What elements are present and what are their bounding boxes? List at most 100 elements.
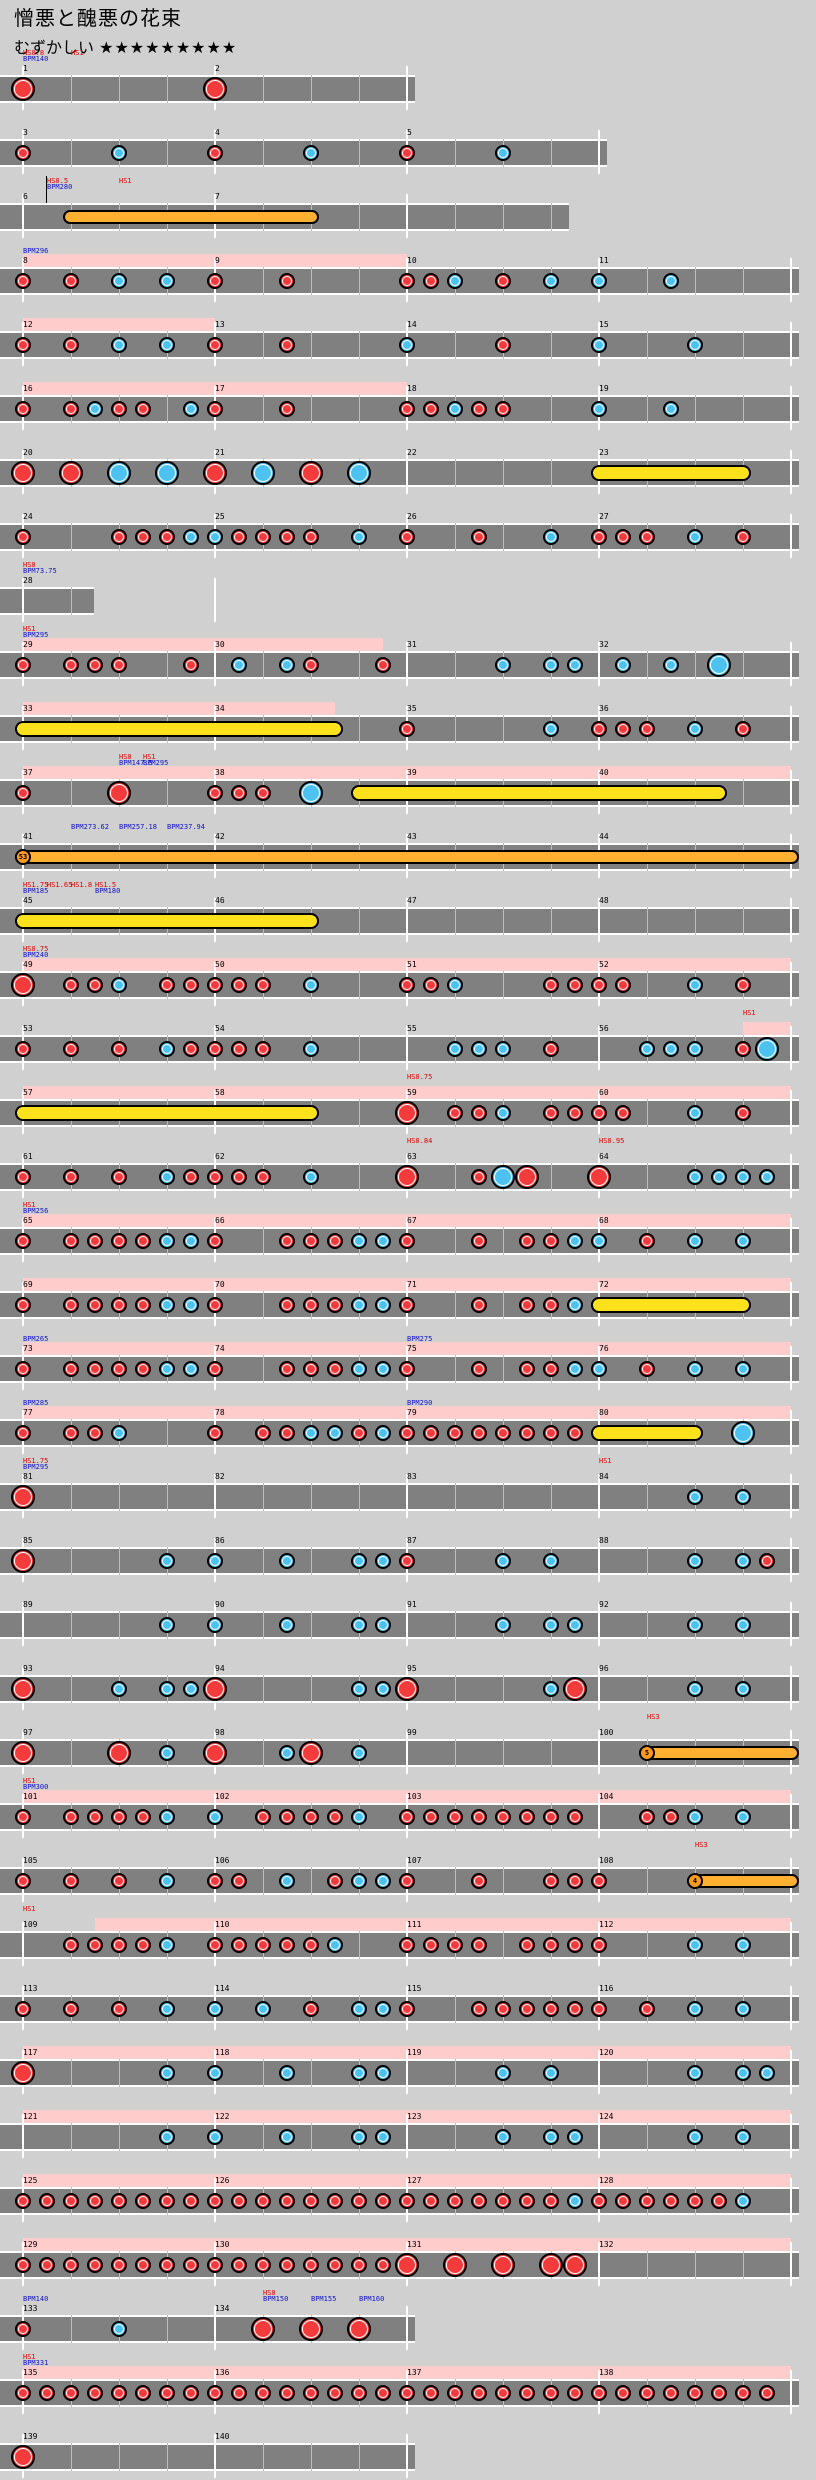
beat-line <box>455 331 456 359</box>
don-note <box>87 977 103 993</box>
beat-line <box>167 1483 168 1511</box>
scroll-speed-label: HS1 <box>23 1777 36 1785</box>
beat-line <box>455 1995 456 2023</box>
don-note <box>255 2193 271 2209</box>
beat-line <box>647 1547 648 1575</box>
beat-line <box>311 1483 312 1511</box>
measure-number: 56 <box>599 1024 609 1033</box>
don-note <box>471 529 487 545</box>
ka-note <box>303 145 319 161</box>
measure-number: 140 <box>215 2432 230 2441</box>
ka-note <box>111 273 127 289</box>
ka-note <box>159 1681 175 1697</box>
ka-note <box>759 2065 775 2081</box>
note-lane <box>0 1611 799 1639</box>
don-note <box>63 1425 79 1441</box>
don-note <box>15 657 31 673</box>
don-note <box>399 1937 415 1953</box>
ka-note <box>327 1425 343 1441</box>
measure-number: 29 <box>23 640 33 649</box>
don-note <box>399 1361 415 1377</box>
measure-number: 104 <box>599 1792 614 1801</box>
ka-note <box>159 1937 175 1953</box>
ka-note <box>183 1681 199 1697</box>
don-note <box>327 1361 343 1377</box>
beat-line <box>71 1739 72 1767</box>
ka-note <box>687 1553 703 1569</box>
don-note <box>207 2257 223 2273</box>
ka-note <box>207 1617 223 1633</box>
don-note-big <box>59 461 83 485</box>
don-note <box>15 1169 31 1185</box>
don-note <box>135 1361 151 1377</box>
beat-line <box>71 1611 72 1639</box>
beat-line <box>695 2251 696 2279</box>
don-note <box>303 1809 319 1825</box>
beat-line <box>359 2443 360 2471</box>
bar-line <box>22 1602 24 1646</box>
chart-header: 憎悪と醜悪の花束 むずかしい ★★★★★★★★★ <box>14 6 237 58</box>
don-note <box>279 1937 295 1953</box>
don-note <box>255 2257 271 2273</box>
don-note <box>519 1937 535 1953</box>
don-note <box>207 145 223 161</box>
don-note <box>399 273 415 289</box>
don-note <box>255 1937 271 1953</box>
ka-note <box>207 2001 223 2017</box>
beat-line <box>503 715 504 743</box>
chart-row: 129 130 131 132 <box>0 2224 799 2288</box>
beat-line <box>455 907 456 935</box>
don-note <box>39 2385 55 2401</box>
don-note <box>447 1425 463 1441</box>
bar-line <box>790 1474 792 1518</box>
ka-note <box>687 2129 703 2145</box>
bar-line <box>406 66 408 110</box>
don-note <box>15 1809 31 1825</box>
measure-number: 89 <box>23 1600 33 1609</box>
don-note <box>87 1361 103 1377</box>
don-note-big <box>491 2253 515 2277</box>
don-note <box>639 1809 655 1825</box>
beat-line <box>455 1547 456 1575</box>
don-note <box>231 529 247 545</box>
don-note <box>303 2001 319 2017</box>
balloon-roll <box>15 850 799 864</box>
don-note-big <box>443 2253 467 2277</box>
don-note <box>327 1809 343 1825</box>
beat-line <box>551 1163 552 1191</box>
scroll-speed-label: HS1.75 <box>23 1457 49 1465</box>
measure-number: 101 <box>23 1792 38 1801</box>
beat-line <box>119 2059 120 2087</box>
ka-note <box>687 1809 703 1825</box>
measure-number: 74 <box>215 1344 225 1353</box>
ka-note <box>351 1361 367 1377</box>
ka-note <box>159 1617 175 1633</box>
ka-note <box>735 2129 751 2145</box>
don-note <box>15 2001 31 2017</box>
bar-line <box>790 898 792 942</box>
measure-number: 54 <box>215 1024 225 1033</box>
don-note <box>735 529 751 545</box>
measure-number: 71 <box>407 1280 417 1289</box>
beat-line <box>503 523 504 551</box>
don-note <box>207 1873 223 1889</box>
measure-number: 49 <box>23 960 33 969</box>
beat-line <box>263 139 264 167</box>
ka-note <box>207 1809 223 1825</box>
don-note <box>303 1233 319 1249</box>
beat-line <box>167 2315 168 2343</box>
don-note <box>543 1297 559 1313</box>
ka-note <box>687 529 703 545</box>
don-note-big <box>11 2445 35 2469</box>
measure-number: 118 <box>215 2048 230 2057</box>
don-note <box>183 977 199 993</box>
beat-line <box>359 1163 360 1191</box>
measure-number: 59 <box>407 1088 417 1097</box>
measure-number: 24 <box>23 512 33 521</box>
scroll-speed-label: HS0.8 <box>23 49 45 57</box>
measure-number: 14 <box>407 320 417 329</box>
ka-note <box>687 721 703 737</box>
measure-number: 125 <box>23 2176 38 2185</box>
don-note <box>519 2193 535 2209</box>
note-lane <box>0 587 95 615</box>
